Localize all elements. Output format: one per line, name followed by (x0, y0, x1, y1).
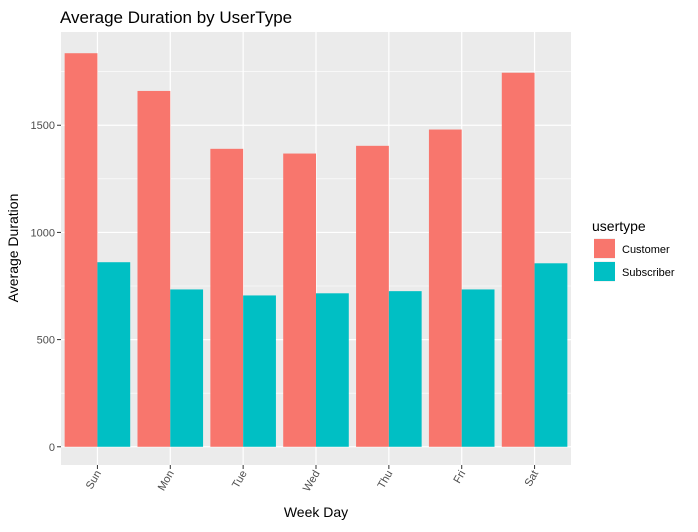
x-axis: Sun Mon Tue Wed Thu Fri Sat (84, 465, 541, 494)
bar-subscriber-wed (316, 293, 349, 447)
y-tick-label: 1000 (31, 227, 55, 239)
x-tick-label: Thu (376, 469, 396, 491)
bar-subscriber-sun (97, 262, 131, 447)
bar-customer-wed (283, 153, 316, 447)
bar-customer-sat (501, 72, 535, 447)
bars (64, 53, 568, 447)
x-tick-label: Sat (523, 469, 542, 489)
y-tick-label: 500 (37, 335, 55, 347)
bar-customer-sun (64, 53, 98, 447)
x-tick-label: Sun (84, 469, 104, 492)
bar-subscriber-mon (170, 289, 204, 447)
bar-subscriber-thu (388, 291, 422, 447)
x-axis-title: Week Day (284, 504, 348, 520)
legend-label-customer: Customer (622, 244, 670, 256)
bar-subscriber-tue (243, 295, 276, 447)
x-tick-label: Tue (230, 469, 250, 491)
x-tick-label: Wed (301, 469, 323, 494)
legend-swatch-subscriber (594, 262, 615, 281)
x-tick-label: Mon (156, 469, 177, 494)
x-tick-label: Fri (452, 469, 469, 486)
bar-customer-tue (210, 148, 244, 447)
bar-subscriber-fri (461, 289, 495, 447)
bar-customer-mon (137, 90, 171, 447)
legend-title: usertype (592, 218, 646, 234)
bar-customer-fri (428, 129, 462, 447)
chart-title: Average Duration by UserType (60, 8, 292, 27)
bar-customer-thu (356, 145, 389, 447)
y-tick-label: 1500 (31, 120, 55, 132)
y-tick-label: 0 (49, 442, 55, 454)
y-axis: 0 500 1000 1500 (31, 120, 61, 454)
legend-swatch-customer (594, 239, 615, 258)
legend: usertype Customer Subscriber (592, 218, 675, 282)
legend-label-subscriber: Subscriber (622, 267, 675, 279)
bar-subscriber-sat (534, 263, 568, 447)
y-axis-title: Average Duration (5, 194, 21, 303)
